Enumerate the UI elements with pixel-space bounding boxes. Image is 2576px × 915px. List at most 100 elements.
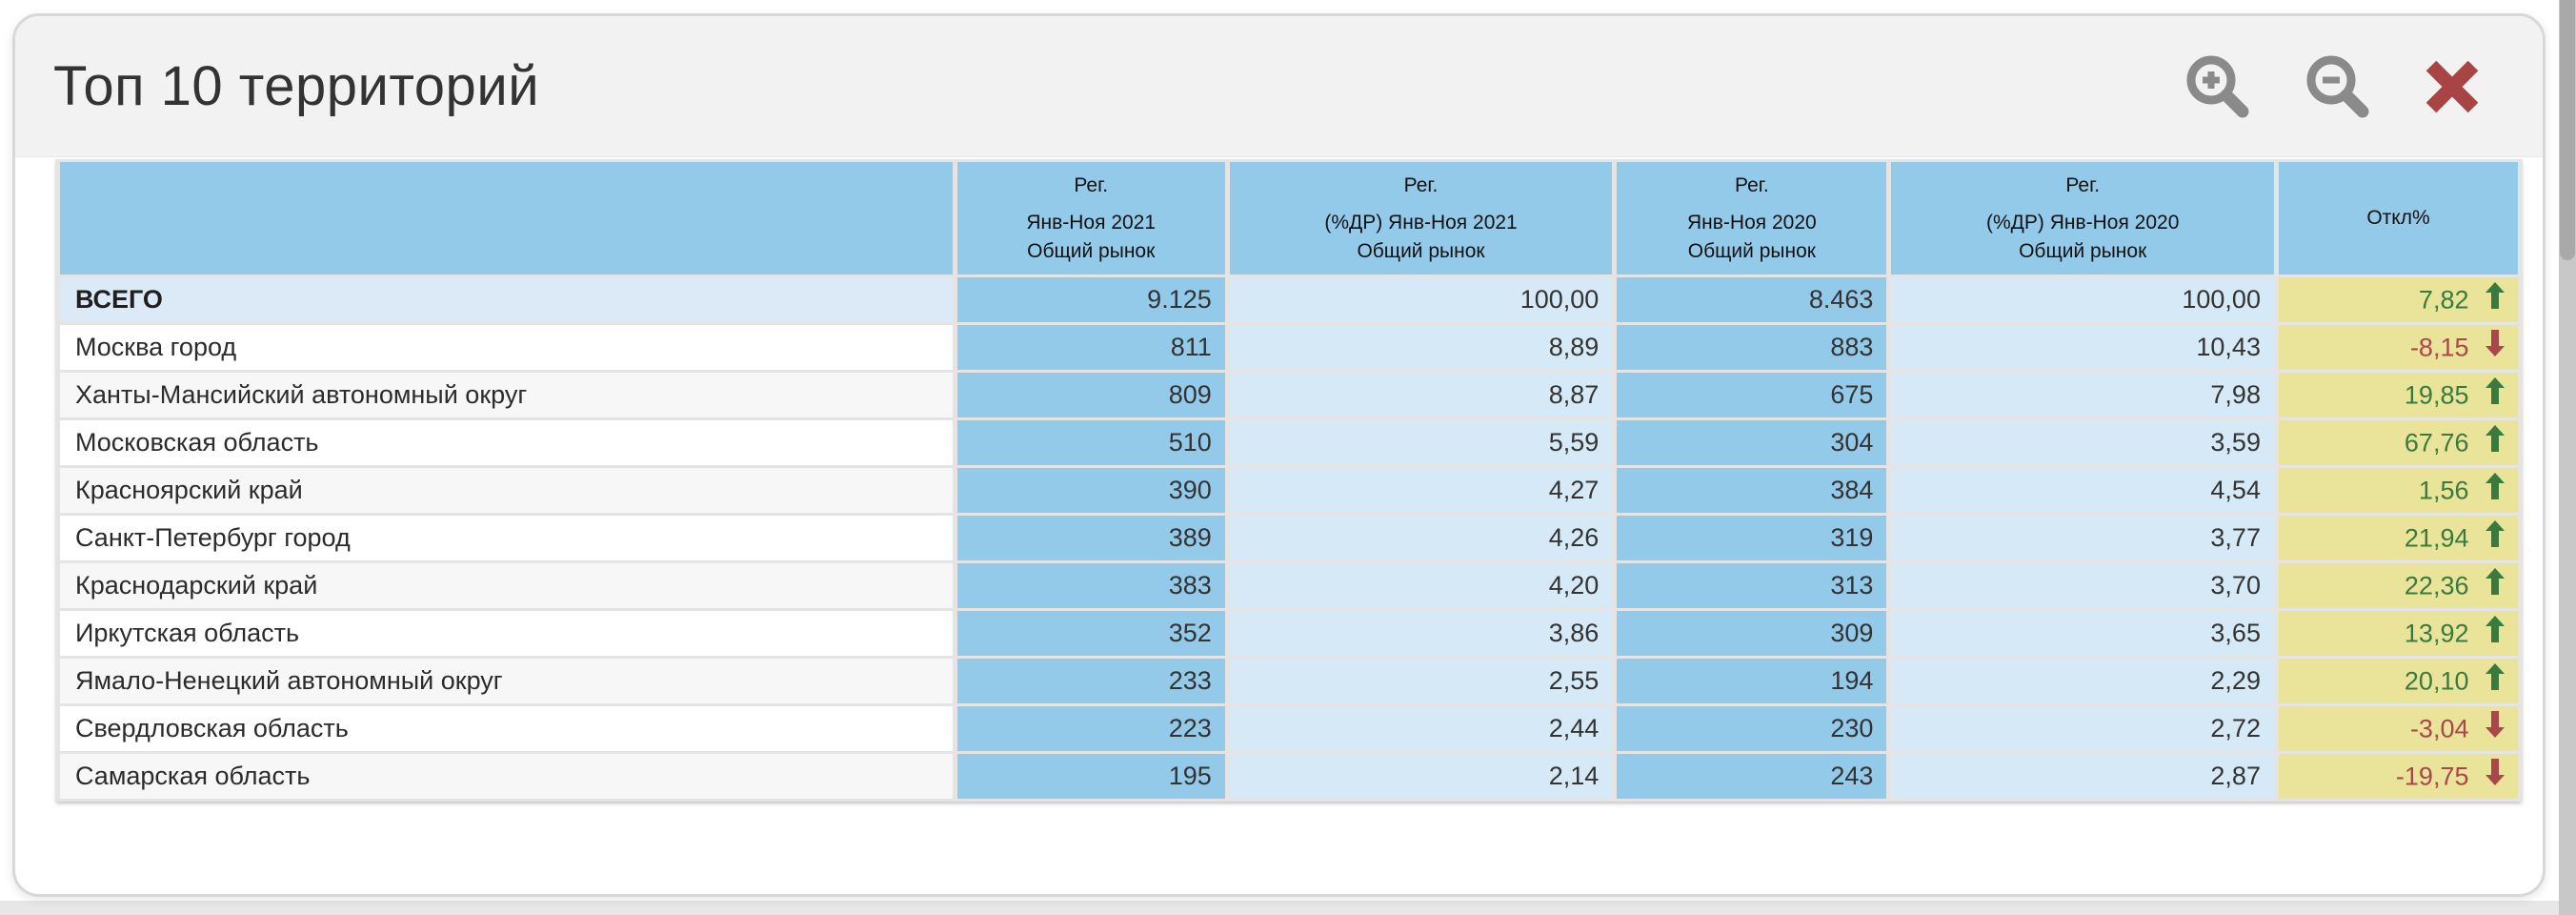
deviation-cell[interactable]: 21,94: [2278, 516, 2518, 560]
column-header-share-2020[interactable]: Рег. (%ДР) Янв-Ноя 2020 Общий рынок: [1891, 162, 2274, 274]
territory-label-cell[interactable]: Ханты-Мансийский автономный округ: [60, 373, 953, 417]
table-row: Ямало-Ненецкий автономный округ 233 2,55…: [60, 659, 2518, 703]
zoom-out-button[interactable]: [2304, 53, 2371, 120]
value-2020-cell[interactable]: 384: [1617, 468, 1887, 513]
value-2020-cell[interactable]: 304: [1617, 420, 1887, 465]
share-2020-cell[interactable]: 10,43: [1891, 325, 2274, 370]
deviation-value: 20,10: [2404, 666, 2469, 696]
value-2021-cell[interactable]: 389: [956, 516, 1225, 560]
value-2021-cell[interactable]: 809: [956, 373, 1225, 417]
share-2020-cell[interactable]: 3,59: [1891, 420, 2274, 465]
value-2021-cell[interactable]: 352: [956, 611, 1225, 656]
deviation-value: 13,92: [2404, 619, 2469, 648]
header-row: Рег. Янв-Ноя 2021 Общий рынок Рег. (%ДР)…: [60, 162, 2518, 274]
column-header-share-2021[interactable]: Рег. (%ДР) Янв-Ноя 2021 Общий рынок: [1229, 162, 1613, 274]
value-2021-cell[interactable]: 223: [956, 706, 1225, 751]
territory-label-cell[interactable]: Ямало-Ненецкий автономный округ: [60, 659, 953, 703]
value-2021-cell[interactable]: 9.125: [956, 277, 1225, 322]
page-background-strip: [0, 901, 2559, 915]
deviation-cell[interactable]: 67,76: [2278, 420, 2518, 465]
share-2021-cell[interactable]: 2,55: [1229, 659, 1613, 703]
close-button[interactable]: [2425, 59, 2480, 114]
value-2021-cell[interactable]: 510: [956, 420, 1225, 465]
deviation-value: -8,15: [2409, 333, 2469, 362]
share-2020-cell[interactable]: 2,72: [1891, 706, 2274, 751]
value-2021-cell[interactable]: 390: [956, 468, 1225, 513]
share-2020-cell[interactable]: 100,00: [1891, 277, 2274, 322]
territory-label-cell[interactable]: Красноярский край: [60, 468, 953, 513]
share-2021-cell[interactable]: 2,44: [1229, 706, 1613, 751]
deviation-cell[interactable]: 20,10: [2278, 659, 2518, 703]
table-row: Самарская область 195 2,14 243 2,87 -19,…: [60, 754, 2518, 799]
value-2020-cell[interactable]: 675: [1617, 373, 1887, 417]
share-2020-cell[interactable]: 3,77: [1891, 516, 2274, 560]
value-2020-cell[interactable]: 230: [1617, 706, 1887, 751]
value-2020-cell[interactable]: 319: [1617, 516, 1887, 560]
table-row: Санкт-Петербург город 389 4,26 319 3,77 …: [60, 516, 2518, 560]
table-row: ВСЕГО 9.125 100,00 8.463 100,00 7,82: [60, 277, 2518, 322]
value-2021-cell[interactable]: 233: [956, 659, 1225, 703]
page-scrollbar[interactable]: [2559, 0, 2576, 915]
arrow-up-icon: [2485, 473, 2505, 500]
scrollbar-thumb[interactable]: [2560, 0, 2575, 260]
deviation-value: 7,82: [2418, 285, 2469, 315]
territory-label-cell[interactable]: Московская область: [60, 420, 953, 465]
territory-label-cell[interactable]: ВСЕГО: [60, 277, 953, 322]
deviation-cell[interactable]: 13,92: [2278, 611, 2518, 656]
territory-label-cell[interactable]: Иркутская область: [60, 611, 953, 656]
deviation-cell[interactable]: 22,36: [2278, 563, 2518, 608]
table-row: Иркутская область 352 3,86 309 3,65 13,9…: [60, 611, 2518, 656]
column-header-reg-2021[interactable]: Рег. Янв-Ноя 2021 Общий рынок: [956, 162, 1225, 274]
header-line: Общий рынок: [1687, 239, 1816, 262]
share-2020-cell[interactable]: 4,54: [1891, 468, 2274, 513]
value-2021-cell[interactable]: 195: [956, 754, 1225, 799]
column-header-deviation[interactable]: Откл%: [2278, 162, 2518, 274]
value-2021-cell[interactable]: 383: [956, 563, 1225, 608]
share-2021-cell[interactable]: 2,14: [1229, 754, 1613, 799]
column-header-reg-2020[interactable]: Рег. Янв-Ноя 2020 Общий рынок: [1617, 162, 1887, 274]
zoom-in-button[interactable]: [2184, 53, 2251, 120]
value-2021-cell[interactable]: 811: [956, 325, 1225, 370]
territory-label-cell[interactable]: Свердловская область: [60, 706, 953, 751]
share-2021-cell[interactable]: 4,27: [1229, 468, 1613, 513]
arrow-up-icon: [2485, 568, 2505, 596]
value-2020-cell[interactable]: 313: [1617, 563, 1887, 608]
value-2020-cell[interactable]: 883: [1617, 325, 1887, 370]
value-2020-cell[interactable]: 243: [1617, 754, 1887, 799]
share-2021-cell[interactable]: 4,26: [1229, 516, 1613, 560]
deviation-cell[interactable]: 7,82: [2278, 277, 2518, 322]
arrow-up-icon: [2485, 282, 2505, 310]
value-2020-cell[interactable]: 8.463: [1617, 277, 1887, 322]
territory-label-cell[interactable]: Краснодарский край: [60, 563, 953, 608]
deviation-cell[interactable]: -8,15: [2278, 325, 2518, 370]
deviation-cell[interactable]: 19,85: [2278, 373, 2518, 417]
share-2021-cell[interactable]: 8,89: [1229, 325, 1613, 370]
deviation-value: 21,94: [2404, 523, 2469, 553]
close-icon: [2425, 60, 2479, 112]
share-2021-cell[interactable]: 100,00: [1229, 277, 1613, 322]
table-row: Ханты-Мансийский автономный округ 809 8,…: [60, 373, 2518, 417]
table-row: Московская область 510 5,59 304 3,59 67,…: [60, 420, 2518, 465]
table-row: Красноярский край 390 4,27 384 4,54 1,56: [60, 468, 2518, 513]
share-2020-cell[interactable]: 2,29: [1891, 659, 2274, 703]
arrow-up-icon: [2485, 520, 2505, 548]
value-2020-cell[interactable]: 194: [1617, 659, 1887, 703]
share-2021-cell[interactable]: 5,59: [1229, 420, 1613, 465]
share-2021-cell[interactable]: 3,86: [1229, 611, 1613, 656]
arrow-up-icon: [2485, 425, 2505, 453]
territory-label-cell[interactable]: Санкт-Петербург город: [60, 516, 953, 560]
share-2021-cell[interactable]: 8,87: [1229, 373, 1613, 417]
share-2020-cell[interactable]: 2,87: [1891, 754, 2274, 799]
deviation-cell[interactable]: -3,04: [2278, 706, 2518, 751]
deviation-cell[interactable]: -19,75: [2278, 754, 2518, 799]
share-2021-cell[interactable]: 4,20: [1229, 563, 1613, 608]
share-2020-cell[interactable]: 7,98: [1891, 373, 2274, 417]
territory-label-cell[interactable]: Самарская область: [60, 754, 953, 799]
share-2020-cell[interactable]: 3,65: [1891, 611, 2274, 656]
share-2020-cell[interactable]: 3,70: [1891, 563, 2274, 608]
header-line: Общий рынок: [1027, 239, 1156, 262]
header-line: Рег.: [1074, 173, 1109, 196]
territory-label-cell[interactable]: Москва город: [60, 325, 953, 370]
value-2020-cell[interactable]: 309: [1617, 611, 1887, 656]
deviation-cell[interactable]: 1,56: [2278, 468, 2518, 513]
